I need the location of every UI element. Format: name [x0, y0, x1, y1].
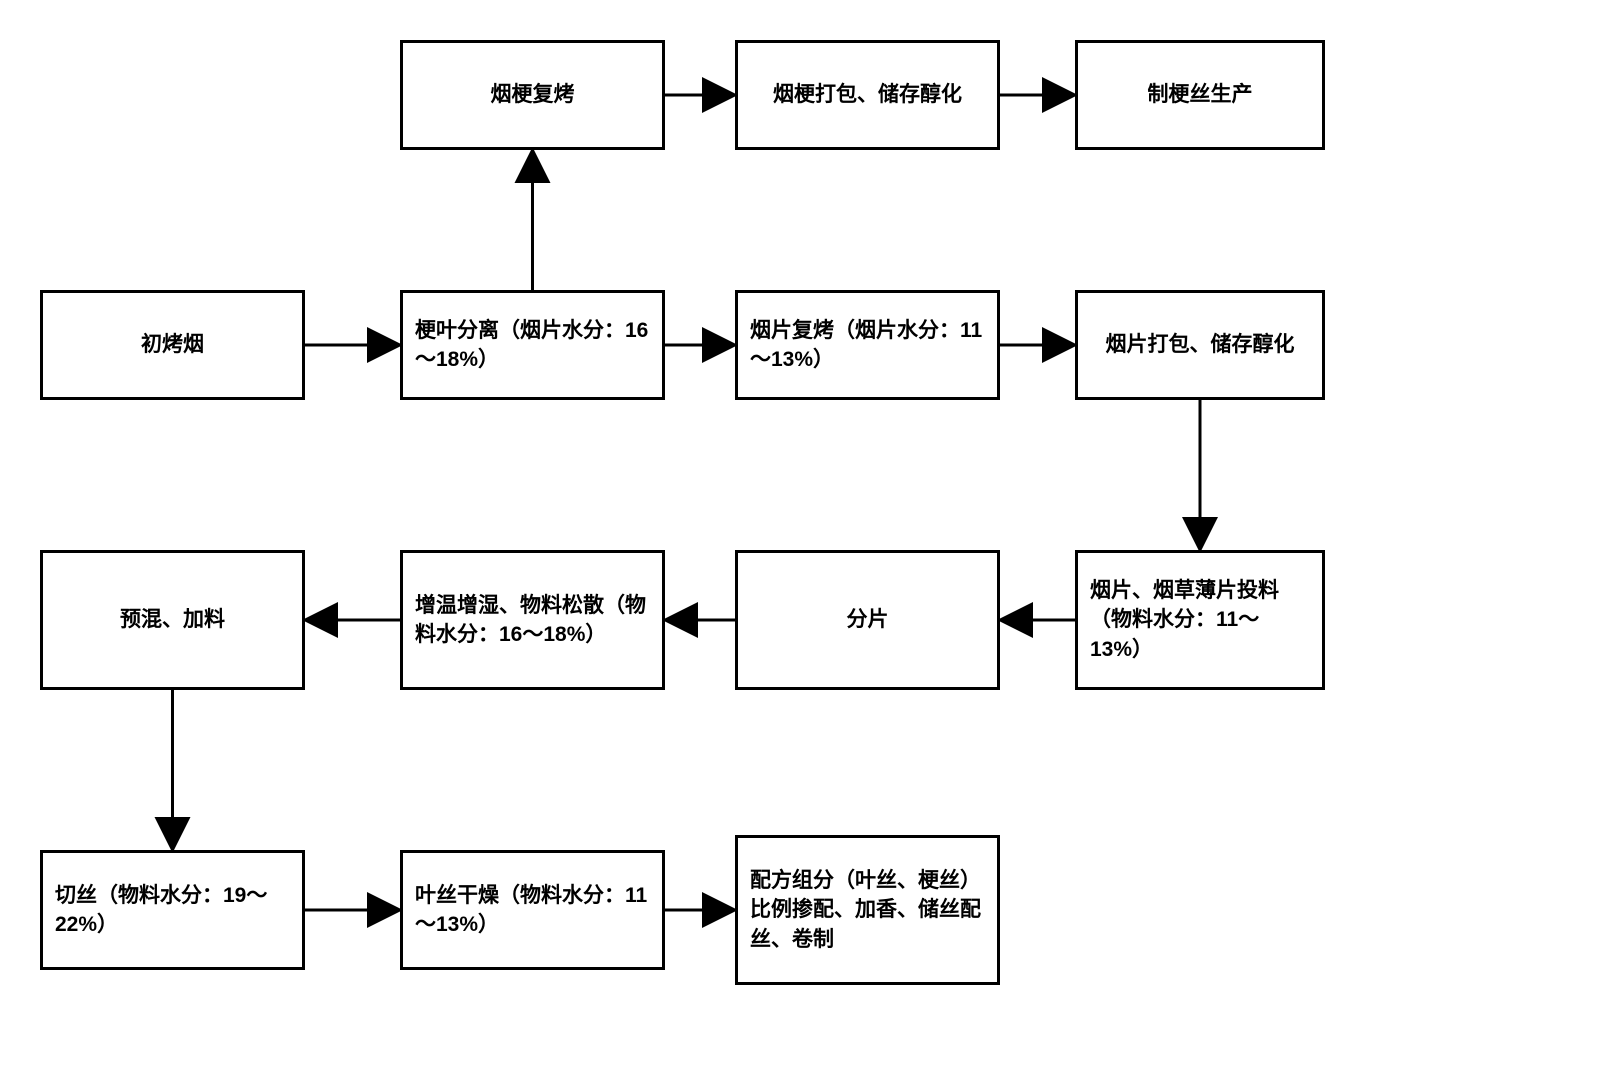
node-n14: 配方组分（叶丝、梗丝）比例掺配、加香、储丝配丝、卷制	[735, 835, 1000, 985]
node-n4: 初烤烟	[40, 290, 305, 400]
node-n6: 烟片复烤（烟片水分：11～13%）	[735, 290, 1000, 400]
node-n1: 烟梗复烤	[400, 40, 665, 150]
node-n11: 烟片、烟草薄片投料（物料水分：11～13%）	[1075, 550, 1325, 690]
node-n13: 叶丝干燥（物料水分：11～13%）	[400, 850, 665, 970]
node-n10: 分片	[735, 550, 1000, 690]
node-n7: 烟片打包、储存醇化	[1075, 290, 1325, 400]
node-n5: 梗叶分离（烟片水分：16～18%）	[400, 290, 665, 400]
node-n12: 切丝（物料水分：19～22%）	[40, 850, 305, 970]
node-n2: 烟梗打包、储存醇化	[735, 40, 1000, 150]
node-n3: 制梗丝生产	[1075, 40, 1325, 150]
node-n8: 预混、加料	[40, 550, 305, 690]
node-n9: 增温增湿、物料松散（物料水分：16～18%）	[400, 550, 665, 690]
